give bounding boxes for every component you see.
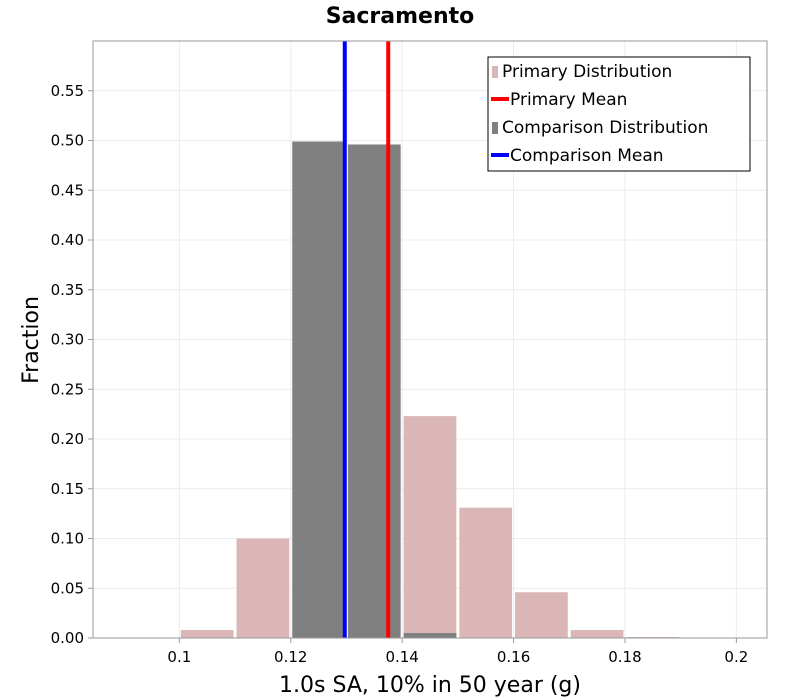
y-tick-label: 0.50 <box>51 132 84 150</box>
legend-box <box>487 56 751 172</box>
mean-lines <box>342 41 391 638</box>
y-tick-label: 0.15 <box>51 480 84 498</box>
legend-label: Comparison Distribution <box>502 118 708 138</box>
x-tick-label: 0.2 <box>724 648 748 666</box>
primary-distribution-bar <box>403 416 457 638</box>
comparison-distribution-bar <box>403 633 457 638</box>
legend-label: Primary Mean <box>510 90 627 110</box>
legend: Primary Distribution Primary Mean Comparis… <box>487 56 751 172</box>
y-tick-label: 0.30 <box>51 331 84 349</box>
legend-swatch-bar <box>492 122 498 134</box>
legend-label: Primary Distribution <box>502 62 672 82</box>
primary-distribution-bar <box>236 538 290 638</box>
legend-swatch-bar <box>492 66 498 78</box>
x-axis-title: 1.0s SA, 10% in 50 year (g) <box>279 673 581 698</box>
y-tick-label: 0.10 <box>51 530 84 548</box>
primary-distribution-bar <box>180 630 234 638</box>
x-tick-label: 0.12 <box>274 648 307 666</box>
y-tick-label: 0.40 <box>51 231 84 249</box>
legend-label: Comparison Mean <box>510 146 664 166</box>
bars <box>180 141 680 639</box>
x-tick-label: 0.14 <box>385 648 418 666</box>
y-axis-ticks: 0.00 0.05 0.10 0.15 0.20 0.25 0.30 0.35 0.40 0.45… <box>51 82 93 647</box>
y-tick-label: 0.20 <box>51 430 84 448</box>
x-tick-label: 0.16 <box>497 648 530 666</box>
y-tick-label: 0.45 <box>51 181 84 199</box>
y-tick-label: 0.55 <box>51 82 84 100</box>
y-tick-label: 0.00 <box>51 629 84 647</box>
primary-distribution-bar <box>515 592 568 638</box>
x-axis-ticks: 0.1 0.12 0.14 0.16 0.18 0.2 <box>167 638 748 666</box>
comparison-distribution-bar <box>347 144 401 639</box>
x-tick-label: 0.18 <box>608 648 641 666</box>
y-tick-label: 0.35 <box>51 281 84 299</box>
primary-distribution-bar <box>459 507 513 638</box>
y-tick-label: 0.25 <box>51 380 84 398</box>
comparison-distribution-bar <box>292 141 345 638</box>
chart-title: Sacramento <box>326 4 475 29</box>
y-axis-title: Fraction <box>19 296 44 384</box>
x-tick-label: 0.1 <box>167 648 191 666</box>
primary-distribution-bar <box>570 630 624 638</box>
y-tick-label: 0.05 <box>51 579 84 597</box>
